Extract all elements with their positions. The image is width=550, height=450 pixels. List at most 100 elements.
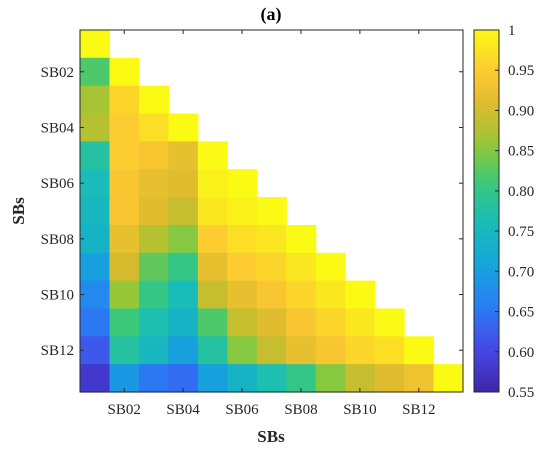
heatmap-cell xyxy=(256,308,287,337)
heatmap-cell xyxy=(168,308,199,337)
heatmap-cell xyxy=(256,197,287,226)
heatmap-cell xyxy=(109,252,140,282)
x-tick-label: SB02 xyxy=(108,402,141,418)
heatmap-cell xyxy=(138,141,169,170)
y-tick-label: SB08 xyxy=(41,232,74,248)
heatmap-cell xyxy=(109,85,140,115)
heatmap-cell xyxy=(227,252,258,282)
heatmap-cell xyxy=(80,169,111,198)
heatmap-cell xyxy=(80,252,111,282)
heatmap-cell xyxy=(109,141,140,170)
heatmap-cell xyxy=(315,308,346,337)
heatmap-cell xyxy=(315,280,346,310)
heatmap-cell xyxy=(80,113,111,142)
heatmap-cell xyxy=(138,280,169,310)
colorbar-tick-label: 0.85 xyxy=(508,144,534,160)
heatmap-cell xyxy=(138,252,169,282)
heatmap-cell xyxy=(197,308,228,337)
heatmap-cell xyxy=(286,252,317,282)
heatmap-cell xyxy=(374,336,405,365)
heatmap-cell xyxy=(256,336,287,365)
heatmap-cell xyxy=(227,336,258,365)
heatmap-cell xyxy=(197,336,228,365)
heatmap-cell xyxy=(109,57,140,87)
heatmap-cell xyxy=(138,308,169,337)
colorbar-tick-label: 0.75 xyxy=(508,224,534,240)
heatmap-cell xyxy=(138,85,169,115)
heatmap-cell xyxy=(109,280,140,310)
heatmap-cell xyxy=(109,169,140,198)
heatmap-cell xyxy=(286,308,317,337)
heatmap-cell xyxy=(227,169,258,198)
y-tick-label: SB10 xyxy=(41,288,74,304)
colorbar xyxy=(473,29,500,393)
heatmap-cell xyxy=(197,252,228,282)
heatmap-cell xyxy=(168,364,199,393)
heatmap-cell xyxy=(80,224,111,254)
heatmap-cell xyxy=(80,85,111,115)
heatmap-cell xyxy=(109,113,140,142)
heatmap-cell xyxy=(109,308,140,337)
heatmap-cell xyxy=(315,252,346,282)
heatmap-cell xyxy=(80,280,111,310)
y-tick-label: SB12 xyxy=(41,343,74,359)
heatmap-cell xyxy=(256,224,287,254)
heatmap-cell xyxy=(374,308,405,337)
axis-ticks xyxy=(80,30,463,392)
chart-title: (a) xyxy=(261,4,282,25)
heatmap-cell xyxy=(138,336,169,365)
colorbar-tick-label: 0.95 xyxy=(508,63,534,79)
colorbar-tick-label: 0.80 xyxy=(508,184,534,200)
colorbar-tick-label: 0.60 xyxy=(508,345,534,361)
heatmap-cell xyxy=(138,224,169,254)
heatmap-cell xyxy=(109,197,140,226)
heatmap-cell xyxy=(315,336,346,365)
heatmap-cell xyxy=(109,364,140,393)
x-tick-label: SB04 xyxy=(166,402,200,418)
heatmap-cell xyxy=(227,224,258,254)
heatmap-cell xyxy=(256,280,287,310)
heatmap-cell xyxy=(80,30,111,59)
heatmap-cell xyxy=(286,336,317,365)
heatmap-cell xyxy=(80,308,111,337)
x-tick-label: SB12 xyxy=(402,402,435,418)
heatmap-cell xyxy=(345,336,376,365)
y-tick-label: SB04 xyxy=(41,121,75,137)
heatmap-cell xyxy=(227,308,258,337)
heatmap-cell xyxy=(286,364,317,393)
heatmap-cell xyxy=(197,197,228,226)
colorbar-tick-label: 0.55 xyxy=(508,385,534,401)
heatmap-cell xyxy=(80,141,111,170)
heatmap-cell xyxy=(227,280,258,310)
y-tick-label: SB02 xyxy=(41,65,74,81)
heatmap-cell xyxy=(168,336,199,365)
heatmap-cell xyxy=(138,364,169,393)
x-tick-label: SB06 xyxy=(225,402,259,418)
heatmap-cell xyxy=(138,197,169,226)
heatmap-cell xyxy=(168,280,199,310)
heatmap-cell xyxy=(197,364,228,393)
heatmap-cell xyxy=(345,280,376,310)
y-tick-labels: SB02 SB04 SB06 SB08 SB10 SB12 xyxy=(41,65,75,359)
colorbar-tick-label: 0.70 xyxy=(508,264,534,280)
x-tick-labels: SB02 SB04 SB06 SB08 SB10 SB12 xyxy=(108,402,436,418)
heatmap-cell xyxy=(286,224,317,254)
heatmap-cell xyxy=(168,141,199,170)
heatmap-cell xyxy=(80,336,111,365)
heatmap-cell xyxy=(256,252,287,282)
heatmap-cell xyxy=(404,364,435,393)
y-tick-label: SB06 xyxy=(41,176,75,192)
heatmap-cell xyxy=(80,364,111,393)
heatmap-cell xyxy=(168,169,199,198)
heatmap-cell xyxy=(80,57,111,87)
heatmap-cell xyxy=(345,364,376,393)
heatmap-cell xyxy=(197,224,228,254)
y-axis-label: SBs xyxy=(9,197,28,225)
heatmap-cell xyxy=(197,141,228,170)
heatmap-cell xyxy=(109,336,140,365)
heatmap-cell xyxy=(168,224,199,254)
heatmap-cell xyxy=(138,113,169,142)
x-tick-label: SB08 xyxy=(284,402,317,418)
colorbar-ticks: 0.55 0.60 0.65 0.70 0.75 0.80 0.85 0.90 0.95 1 xyxy=(495,23,534,401)
